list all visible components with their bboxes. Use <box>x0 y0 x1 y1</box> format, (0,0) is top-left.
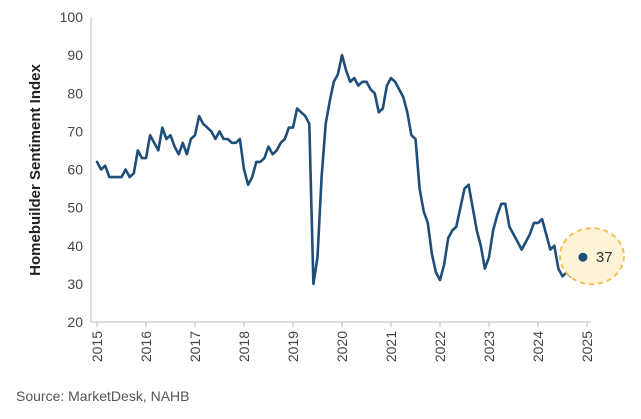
y-tick-label: 70 <box>67 123 83 139</box>
series-line <box>95 53 585 286</box>
y-tick-label: 20 <box>67 314 83 330</box>
callout-group: 37 <box>558 227 625 286</box>
x-axis: 2015 2016 2017 2018 2019 2020 2021 2022 2023 2024… <box>89 321 595 362</box>
x-tick-label: 2016 <box>138 331 154 362</box>
y-tick-label: 90 <box>67 47 83 63</box>
x-tick-label: 2018 <box>236 331 252 362</box>
y-tick-label: 50 <box>67 200 83 216</box>
y-tick-label: 80 <box>67 85 83 101</box>
y-axis-label: Homebuilder Sentiment Index <box>27 63 44 275</box>
y-tick-label: 60 <box>67 162 83 178</box>
x-tick-label: 2021 <box>383 331 399 362</box>
callout-point <box>578 252 588 262</box>
y-tick-label: 100 <box>60 9 84 25</box>
source-note: Source: MarketDesk, NAHB <box>16 388 190 404</box>
y-tick-label: 40 <box>67 238 83 254</box>
callout-highlight <box>558 227 625 286</box>
x-tick-label: 2015 <box>89 331 105 362</box>
y-tick-label: 30 <box>67 276 83 292</box>
callout-label: 37 <box>596 249 613 266</box>
series-group <box>95 53 585 286</box>
x-tick-label: 2025 <box>579 331 595 362</box>
x-tick-label: 2019 <box>285 331 301 362</box>
y-axis: 20 30 40 50 60 70 80 90 100 <box>60 9 92 330</box>
x-tick-label: 2017 <box>187 331 203 362</box>
x-tick-label: 2023 <box>481 331 497 362</box>
x-tick-label: 2024 <box>530 331 546 362</box>
x-tick-label: 2020 <box>334 331 350 362</box>
line-chart: 20 30 40 50 60 70 80 90 100 2015 2016 2017 2018 2019… <box>27 9 625 362</box>
x-tick-label: 2022 <box>432 331 448 362</box>
